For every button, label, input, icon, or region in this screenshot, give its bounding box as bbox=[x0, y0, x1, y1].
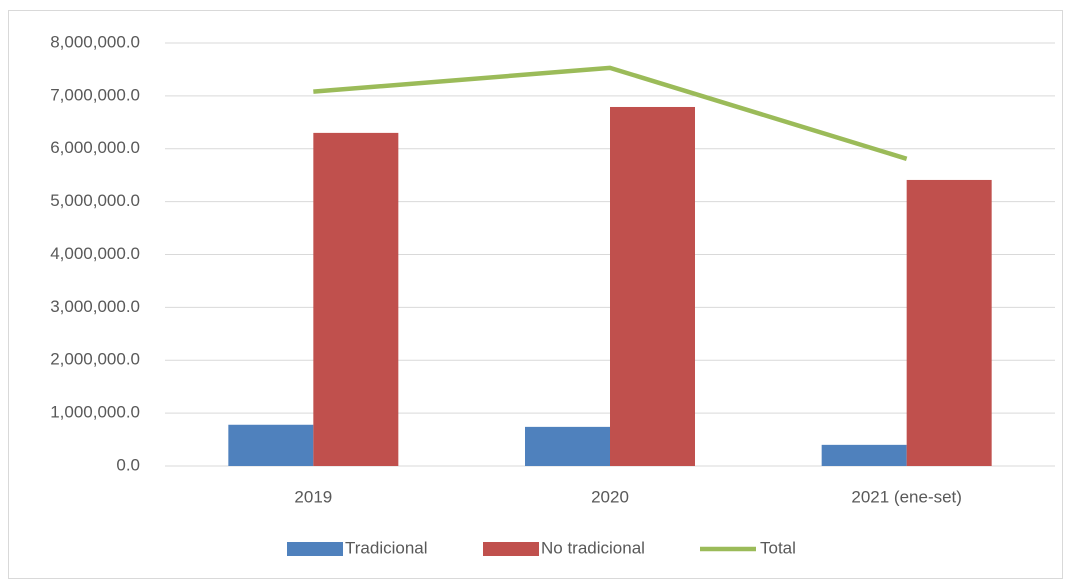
bar bbox=[906, 179, 992, 467]
y-tick-label: 1,000,000.0 bbox=[50, 403, 140, 422]
y-tick-label: 6,000,000.0 bbox=[50, 138, 140, 157]
y-tick-label: 3,000,000.0 bbox=[50, 297, 140, 316]
x-tick-label: 2020 bbox=[591, 487, 629, 506]
bar bbox=[228, 424, 314, 466]
y-tick-label: 8,000,000.0 bbox=[50, 32, 140, 51]
x-tick-label: 2019 bbox=[294, 487, 332, 506]
bar bbox=[313, 132, 399, 466]
y-tick-label: 7,000,000.0 bbox=[50, 85, 140, 104]
bar bbox=[821, 444, 907, 466]
line bbox=[313, 65, 908, 161]
y-tick-label: 2,000,000.0 bbox=[50, 350, 140, 369]
y-tick-label: 5,000,000.0 bbox=[50, 191, 140, 210]
legend-label: No tradicional bbox=[541, 538, 645, 557]
legend-label: Total bbox=[760, 538, 796, 557]
legend-swatch bbox=[483, 542, 539, 556]
bar bbox=[610, 106, 695, 466]
y-tick-label: 0.0 bbox=[116, 455, 140, 474]
chart-border bbox=[8, 10, 1063, 579]
y-tick-label: 4,000,000.0 bbox=[50, 244, 140, 263]
legend-swatch bbox=[287, 542, 343, 556]
bar bbox=[525, 426, 610, 466]
legend-label: Tradicional bbox=[345, 538, 428, 557]
x-tick-label: 2021 (ene-set) bbox=[851, 487, 962, 506]
